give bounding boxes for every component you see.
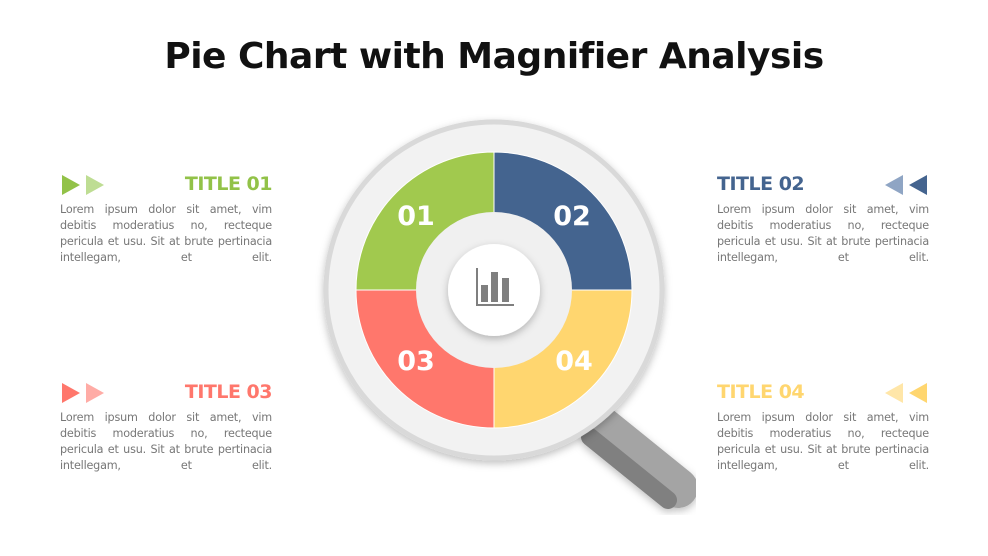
item-01: TITLE 01 Lorem ipsum dolor sit amet, vim…	[60, 172, 273, 266]
item-title: TITLE 04	[717, 381, 805, 403]
segment-label: 02	[553, 201, 591, 232]
item-text: Lorem ipsum dolor sit amet, vim debitis …	[717, 411, 929, 472]
item-text: Lorem ipsum dolor sit amet, vim debitis …	[60, 203, 272, 264]
magnifier-handle	[580, 405, 698, 509]
item-title: TITLE 01	[184, 173, 273, 195]
item-title: TITLE 03	[184, 381, 273, 403]
arrow-right-icon	[62, 175, 104, 195]
item-04: TITLE 04 Lorem ipsum dolor sit amet, vim…	[717, 380, 929, 474]
arrow-left-icon	[885, 175, 927, 195]
page-title: Pie Chart with Magnifier Analysis	[164, 36, 824, 77]
segment-label: 01	[397, 201, 435, 232]
item-text: Lorem ipsum dolor sit amet, vim debitis …	[60, 411, 272, 472]
item-02: TITLE 02 Lorem ipsum dolor sit amet, vim…	[717, 172, 929, 266]
item-03: TITLE 03 Lorem ipsum dolor sit amet, vim…	[60, 380, 273, 474]
arrow-left-icon	[885, 383, 927, 403]
segment-label: 04	[555, 346, 593, 377]
segment-label: 03	[397, 346, 435, 377]
arrow-right-icon	[62, 383, 104, 403]
item-title: TITLE 02	[717, 173, 805, 195]
item-text: Lorem ipsum dolor sit amet, vim debitis …	[717, 203, 929, 264]
bar-chart-icon	[476, 268, 514, 306]
